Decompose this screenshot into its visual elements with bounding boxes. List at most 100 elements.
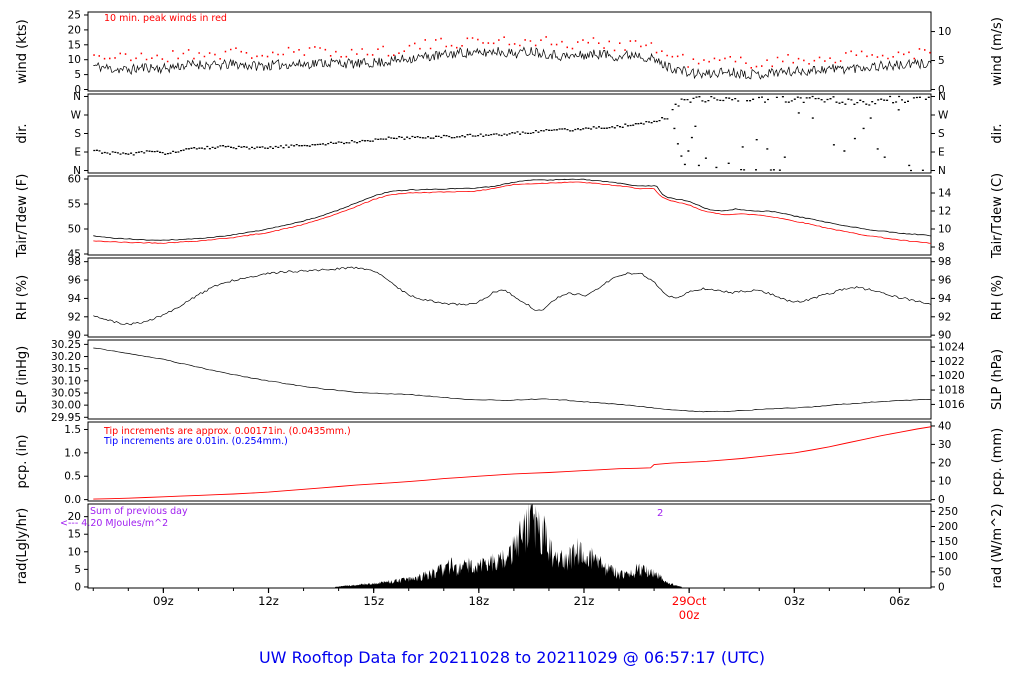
y-tick-label-right: 1016 xyxy=(938,399,965,411)
y-tick-label-right: 10 xyxy=(938,476,951,488)
axis-label-right-rad: rad (W/m^2) xyxy=(990,504,1005,589)
y-tick-label-right: 0 xyxy=(938,581,945,593)
y-tick-label-right: W xyxy=(938,109,949,121)
y-tick-label-left: W xyxy=(71,109,82,121)
chart-title: UW Rooftop Data for 20211028 to 20211029… xyxy=(258,648,766,667)
annotation-rad: Sum of previous day xyxy=(90,506,188,517)
x-tick-label: 12z xyxy=(258,594,279,608)
series-group-wind_dir_late xyxy=(671,95,931,172)
y-tick-label-left: 0.5 xyxy=(64,471,81,483)
series-scatter-wind_dir_late xyxy=(671,95,931,172)
y-tick-label-left: 0 xyxy=(74,84,81,96)
axis-label-left-slp: SLP (inHg) xyxy=(15,346,30,414)
y-tick-label-right: N xyxy=(938,91,946,103)
y-tick-label-right: 5 xyxy=(938,55,945,67)
axis-label-left-wind: wind (kts) xyxy=(15,19,30,83)
y-tick-label-left: 1.5 xyxy=(64,424,81,436)
panel-box-rh xyxy=(87,257,932,338)
series-line-wind_speed xyxy=(93,46,931,80)
series-line-pcp_in xyxy=(93,426,931,500)
y-tick-label-left: 30.20 xyxy=(51,351,81,363)
y-tick-label-left: 30.10 xyxy=(51,375,81,387)
y-tick-label-right: 94 xyxy=(938,293,952,305)
x-tick-label: 18z xyxy=(468,594,489,608)
y-tick-label-right: 100 xyxy=(938,551,958,563)
y-tick-label-left: 96 xyxy=(68,275,82,287)
y-tick-label-left: 30.00 xyxy=(51,400,81,412)
y-tick-label-right: 90 xyxy=(938,330,951,342)
y-tick-label-right: E xyxy=(938,147,945,159)
x-tick-label: 15z xyxy=(363,594,384,608)
y-tick-label-left: N xyxy=(73,91,81,103)
y-tick-label-right: 14 xyxy=(938,188,952,200)
axis-label-left-rh: RH (%) xyxy=(15,275,30,320)
y-tick-label-right: 30 xyxy=(938,439,951,451)
axis-label-left-pcp: pcp. (in) xyxy=(15,435,30,489)
axis-label-right-wind: wind (m/s) xyxy=(990,17,1005,86)
y-tick-label-right: 50 xyxy=(938,566,951,578)
y-tick-label-right: 96 xyxy=(938,275,952,287)
y-tick-label-right: S xyxy=(938,128,945,140)
series-scatter-wind_dir_outliers xyxy=(673,109,911,169)
y-tick-label-left: 1.0 xyxy=(64,447,81,459)
y-tick-label-right: 200 xyxy=(938,521,958,533)
series-dots-wind_peak xyxy=(93,36,931,69)
y-tick-label-left: 45 xyxy=(68,249,81,261)
series-group-wind_dir_outliers xyxy=(673,109,911,169)
panel-box-slp xyxy=(87,339,932,420)
y-tick-label-right: 1018 xyxy=(938,385,965,397)
series-group-wind_dir_early xyxy=(93,117,669,156)
y-tick-label-left: 92 xyxy=(68,311,81,323)
annotation-rad: 2 xyxy=(657,508,663,519)
y-tick-label-right: 98 xyxy=(938,256,951,268)
axis-label-left-tair: Tair/Tdew (F) xyxy=(15,174,30,259)
annotation-rad: <--- 4.20 MJoules/m^2 xyxy=(60,518,168,529)
annotation-pcp: Tip increments are 0.01in. (0.254mm.) xyxy=(103,436,288,447)
axis-label-left-rad: rad(Lgly/hr) xyxy=(15,508,30,584)
y-tick-label-left: S xyxy=(74,128,81,140)
y-tick-label-left: 20 xyxy=(68,511,81,523)
x-tick-label: 03z xyxy=(784,594,805,608)
x-tick-label: 09z xyxy=(153,594,174,608)
series-group-slp_inhg xyxy=(93,347,931,413)
y-tick-label-left: N xyxy=(73,165,81,177)
y-tick-label-right: 8 xyxy=(938,242,945,254)
y-tick-label-left: 25 xyxy=(68,9,81,21)
y-tick-label-left: 0.0 xyxy=(64,494,81,506)
axis-label-right-dir: dir. xyxy=(990,123,1005,143)
y-tick-label-left: 10 xyxy=(68,546,81,558)
series-group-tair_f xyxy=(93,178,931,241)
y-tick-label-left: 20 xyxy=(68,24,81,36)
y-tick-label-left: 90 xyxy=(68,330,81,342)
y-tick-label-right: 1024 xyxy=(938,342,965,354)
panel-wind: 0 5 10 15 20 25 0 5 10 wind (kts) wind (m/s) 10 min… xyxy=(15,9,1005,96)
axis-label-left-dir: dir. xyxy=(15,123,30,143)
axis-label-right-rh: RH (%) xyxy=(990,275,1005,320)
y-tick-label-left: 0 xyxy=(74,581,81,593)
series-line-tair_f xyxy=(93,178,931,241)
series-group-pcp_in xyxy=(93,426,931,500)
series-group-tdew_f xyxy=(93,181,931,244)
y-tick-label-right: 12 xyxy=(938,206,951,218)
series-line-slp_inhg xyxy=(93,347,931,413)
y-tick-label-left: E xyxy=(74,147,81,159)
axis-label-right-tair: Tair/Tdew (C) xyxy=(990,173,1005,259)
y-tick-label-left: 60 xyxy=(68,174,81,186)
series-group-wind_peak xyxy=(93,36,931,69)
series-group-rad_lgly xyxy=(335,504,683,588)
y-tick-label-left: 30.25 xyxy=(51,339,81,351)
y-tick-label-right: 92 xyxy=(938,311,951,323)
series-scatter-wind_dir_early xyxy=(93,117,669,156)
y-tick-label-left: 15 xyxy=(68,39,81,51)
series-line-rh xyxy=(93,266,931,326)
y-tick-label-left: 98 xyxy=(68,256,81,268)
axis-label-right-slp: SLP (hPa) xyxy=(990,349,1005,410)
y-tick-label-right: 10 xyxy=(938,224,951,236)
y-tick-label-right: N xyxy=(938,165,946,177)
x-tick-label: 29Oct xyxy=(672,594,707,608)
y-tick-label-right: 40 xyxy=(938,420,951,432)
axis-label-right-pcp: pcp. (mm) xyxy=(990,428,1005,495)
annotation-pcp: Tip increments are approx. 0.00171in. (0… xyxy=(103,426,351,437)
